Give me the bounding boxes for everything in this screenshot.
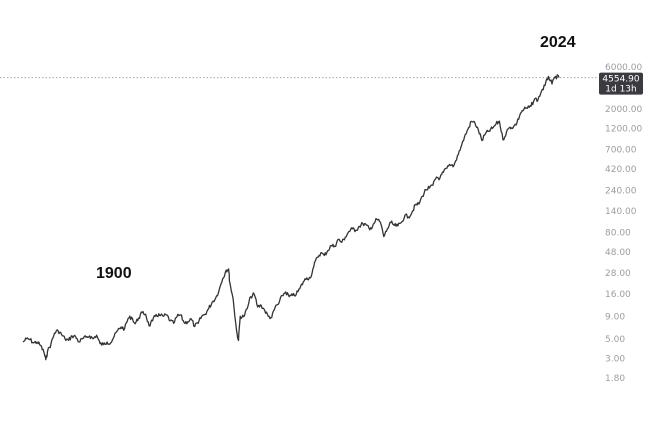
series-line — [22, 74, 560, 361]
y-tick-label: 6000.00 — [605, 63, 642, 73]
y-tick-label: 420.00 — [605, 165, 637, 175]
y-tick-label: 2000.00 — [605, 105, 642, 115]
y-tick-label: 240.00 — [605, 186, 637, 196]
y-tick-label: 48.00 — [605, 248, 631, 258]
y-tick-label: 16.00 — [605, 290, 631, 300]
y-axis-ticks: 6000.003600.002000.001200.00700.00420.00… — [605, 63, 642, 384]
y-tick-label: 3.00 — [605, 354, 625, 364]
annotation-2024: 2024 — [540, 34, 576, 51]
y-tick-label: 140.00 — [605, 207, 637, 217]
y-tick-label: 28.00 — [605, 269, 631, 279]
y-tick-label: 1200.00 — [605, 125, 642, 135]
last-price-value: 4554.90 — [602, 75, 639, 85]
y-tick-label: 700.00 — [605, 145, 637, 155]
annotation-1900: 1900 — [96, 265, 132, 282]
y-tick-label: 80.00 — [605, 229, 631, 239]
bar-countdown: 1d 13h — [605, 85, 636, 95]
y-tick-label: 1.80 — [605, 374, 625, 384]
y-tick-label: 5.00 — [605, 335, 625, 345]
last-price-label-box — [599, 72, 643, 95]
y-tick-label: 9.00 — [605, 312, 625, 322]
